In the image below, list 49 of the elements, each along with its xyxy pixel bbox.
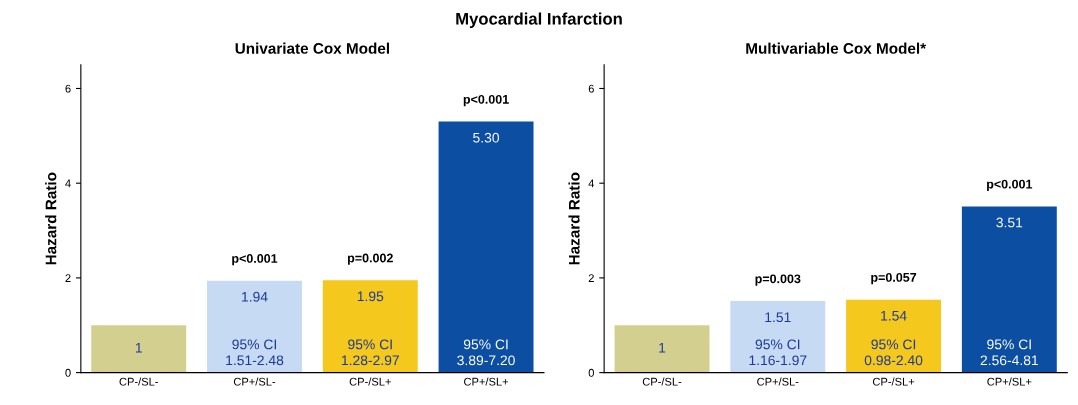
x-tick-label: CP-/SL+ — [872, 377, 915, 386]
annotation: 95% CI 3.89-7.20 — [457, 339, 515, 366]
annotation: p=0.003 — [755, 274, 801, 286]
y-tick-label: 0 — [588, 368, 594, 377]
y-axis-title: Hazard Ratio — [45, 172, 57, 265]
text: Myocardial Infarction — [456, 12, 622, 29]
y-tick-label: 6 — [588, 84, 594, 93]
annotation: p<0.001 — [463, 94, 509, 107]
y-tick-label: 4 — [65, 179, 71, 188]
x-tick-label: CP-/SL- — [119, 377, 158, 386]
bar — [207, 280, 302, 373]
annotation: p<0.001 — [987, 179, 1033, 191]
chart-title: Multivariable Cox Model* — [746, 42, 927, 54]
data-label: 1.94 — [242, 291, 268, 302]
data-label: 1 — [659, 342, 666, 353]
bar — [614, 325, 710, 373]
annotation: 95% CI 1.28-2.97 — [342, 339, 399, 366]
x-tick-label: CP+/SL- — [233, 377, 276, 386]
x-tick-label: CP-/SL- — [642, 377, 682, 386]
y-tick-label: 2 — [65, 274, 71, 282]
data-label: 1.51 — [765, 312, 791, 323]
annotation: 95% CI 1.51-2.48 — [226, 339, 284, 366]
annotation: p=0.057 — [871, 272, 917, 285]
bar — [961, 206, 1057, 373]
bar — [91, 325, 187, 373]
x-tick-label: CP+/SL+ — [464, 377, 509, 386]
chart-title: Univariate Cox Model — [235, 42, 389, 54]
bar — [730, 301, 826, 373]
data-label: 1.54 — [881, 310, 907, 321]
annotation: 95% CI 0.98-2.40 — [864, 339, 923, 366]
data-label: 5.30 — [473, 132, 500, 143]
data-label: 1 — [135, 342, 142, 353]
data-label: 3.51 — [996, 217, 1023, 228]
y-tick-label: 2 — [588, 274, 594, 282]
y-tick-label: 4 — [588, 179, 595, 188]
x-tick-label: CP-/SL+ — [349, 377, 391, 386]
y-tick-label: 6 — [65, 84, 71, 93]
annotation: 95% CI 1.16-1.97 — [749, 339, 807, 366]
annotation: p=0.002 — [348, 253, 393, 265]
annotation: p<0.001 — [232, 254, 278, 266]
data-label: 1.95 — [357, 291, 384, 302]
y-tick-label: 0 — [65, 368, 71, 377]
bar — [322, 280, 418, 373]
bar — [438, 121, 534, 373]
x-tick-label: CP+/SL- — [757, 377, 799, 386]
bar — [846, 299, 942, 373]
x-tick-label: CP+/SL+ — [987, 377, 1032, 386]
y-axis-title: Hazard Ratio — [568, 172, 580, 265]
annotation: 95% CI 2.56-4.81 — [980, 339, 1038, 366]
